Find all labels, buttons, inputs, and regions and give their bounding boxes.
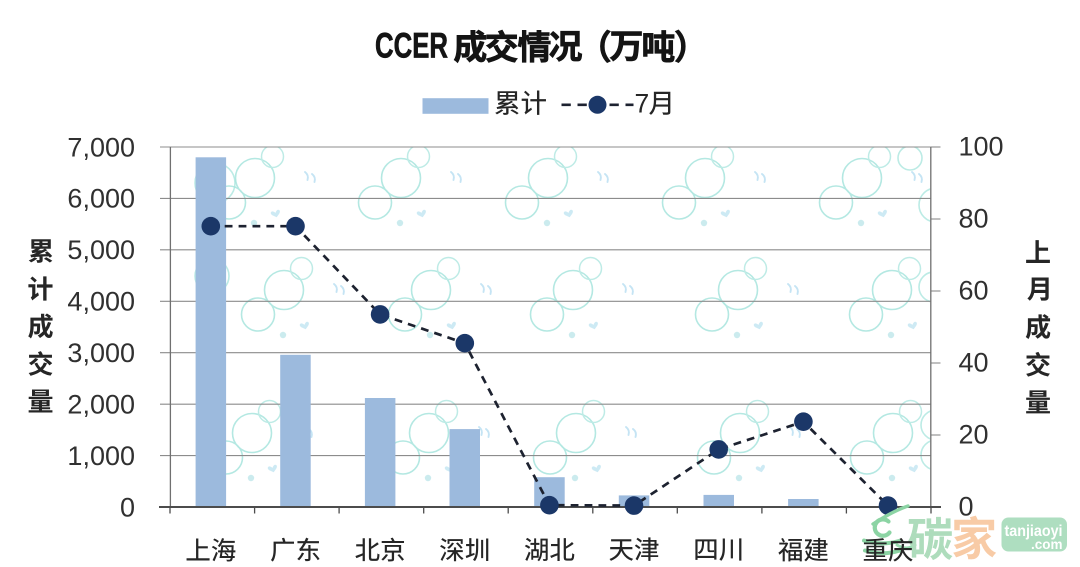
svg-text:100: 100: [959, 132, 1004, 162]
svg-text:5,000: 5,000: [67, 235, 135, 265]
svg-text:1,000: 1,000: [67, 441, 135, 471]
svg-text:0: 0: [120, 492, 135, 522]
svg-text:20: 20: [959, 420, 989, 450]
svg-text:CCER: CCER: [375, 27, 448, 66]
svg-text:0: 0: [959, 492, 974, 522]
svg-text:7: 7: [635, 88, 650, 118]
svg-text:.com: .com: [1031, 537, 1063, 552]
svg-text:3,000: 3,000: [67, 338, 135, 368]
svg-text:80: 80: [959, 204, 989, 234]
svg-text:7,000: 7,000: [67, 132, 135, 162]
svg-text:6,000: 6,000: [67, 184, 135, 214]
svg-text:2,000: 2,000: [67, 389, 135, 419]
svg-text:4,000: 4,000: [67, 287, 135, 317]
svg-text:40: 40: [959, 348, 989, 378]
svg-text:tanjiaoyi: tanjiaoyi: [1005, 523, 1063, 540]
svg-text:60: 60: [959, 276, 989, 306]
